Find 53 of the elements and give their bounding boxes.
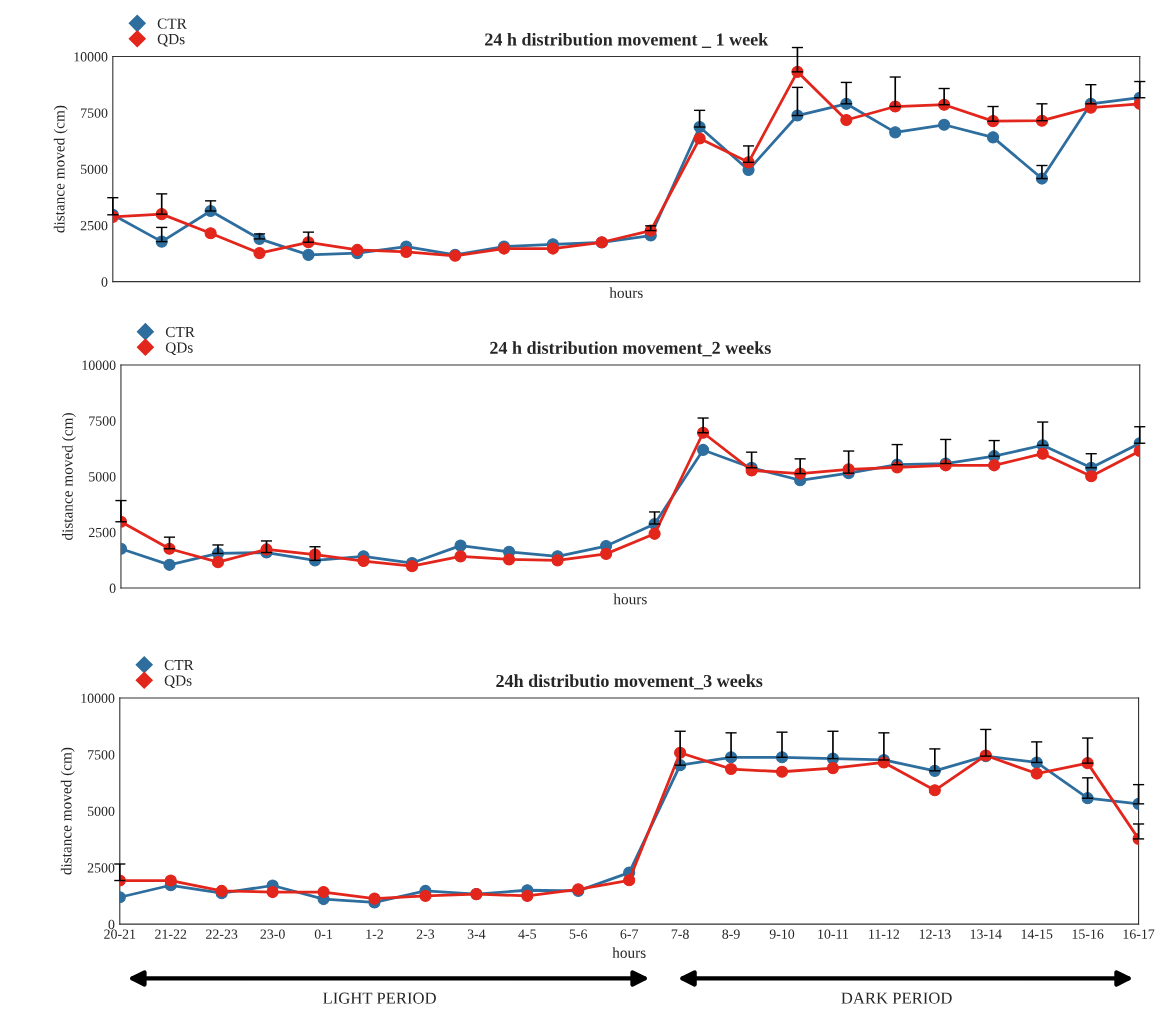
- x-tick-label: 20-21: [104, 929, 136, 939]
- x-tick-label: 12-13: [919, 929, 951, 939]
- x-tick-label: 9-10: [769, 929, 795, 939]
- legend-label: CTR: [157, 18, 187, 29]
- x-tick-label: 11-12: [869, 929, 900, 939]
- y-axis-title: distance moved (cm): [61, 413, 76, 540]
- y-tick-label: 10000: [82, 360, 116, 370]
- x-tick-label: 8-9: [722, 929, 740, 939]
- legend-label: CTR: [165, 326, 195, 338]
- y-tick-label: 7500: [88, 750, 115, 760]
- y-tick-label: 7500: [89, 416, 116, 426]
- y-axis-title: distance moved (cm): [53, 105, 68, 233]
- y-tick-label: 10000: [81, 693, 115, 703]
- x-tick-label: 21-22: [155, 929, 187, 939]
- x-tick-label: 23-0: [260, 929, 285, 939]
- y-tick-label: 0: [101, 277, 108, 287]
- y-tick-label: 5000: [89, 472, 116, 482]
- x-tick-label: 6-7: [620, 929, 639, 939]
- x-tick-label: 2-3: [416, 929, 435, 939]
- x-tick-label: 10-11: [818, 929, 849, 939]
- x-tick-label: 16-17: [1123, 929, 1155, 939]
- x-tick-label: 4-5: [518, 929, 537, 939]
- x-tick-label: 7-8: [671, 929, 689, 939]
- y-tick-label: 2500: [87, 863, 115, 873]
- text: DARK PERIOD: [841, 992, 952, 1004]
- y-axis-title: distance moved (cm): [60, 747, 75, 875]
- x-tick-label: 1-2: [366, 929, 383, 939]
- chart-title: 24h distributio movement_3 weeks: [496, 674, 763, 690]
- y-tick-label: 5000: [80, 164, 108, 175]
- legend-label: CTR: [164, 660, 194, 671]
- chart-title: 24 h distribution movement _ 1 week: [485, 32, 769, 48]
- y-tick-label: 7500: [81, 108, 108, 118]
- x-tick-label: 22-23: [206, 929, 238, 939]
- y-tick-label: 2500: [88, 527, 116, 538]
- x-tick-label: 0-1: [314, 929, 332, 939]
- legend-label: QDs: [164, 675, 192, 689]
- x-tick-label: 3-4: [467, 929, 486, 939]
- y-tick-label: 10000: [74, 52, 108, 62]
- chart-title: 24 h distribution movement_2 weeks: [490, 341, 771, 357]
- text: LIGHT PERIOD: [323, 992, 436, 1004]
- y-tick-label: 5000: [87, 806, 115, 817]
- x-tick-label: 15-16: [1072, 929, 1104, 939]
- legend-label: QDs: [165, 342, 193, 355]
- y-tick-label: 0: [108, 919, 115, 930]
- x-tick-label: 13-14: [970, 929, 1002, 939]
- x-axis-title: hours: [613, 593, 647, 605]
- x-tick-label: 14-15: [1021, 929, 1053, 939]
- legend-label: QDs: [157, 34, 185, 47]
- x-tick-label: 5-6: [569, 929, 588, 939]
- y-tick-label: 2500: [80, 220, 108, 231]
- x-axis-title: hours: [609, 287, 643, 298]
- y-tick-label: 0: [109, 583, 116, 593]
- x-axis-title: hours: [612, 947, 646, 958]
